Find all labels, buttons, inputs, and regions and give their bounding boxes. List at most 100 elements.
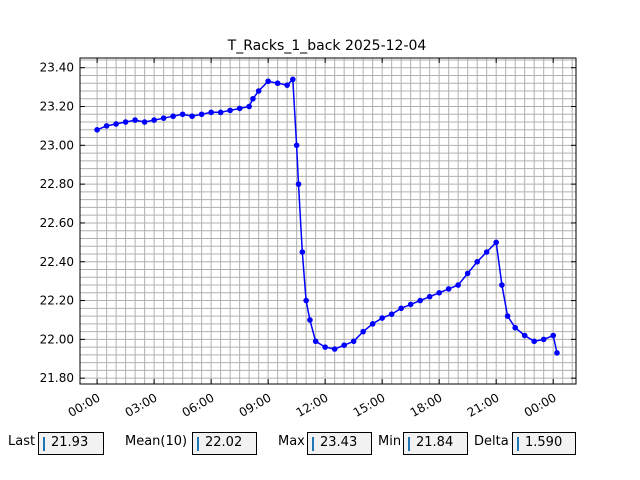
data-point: [284, 82, 290, 88]
data-point: [141, 119, 148, 125]
last-label: Last: [8, 434, 36, 449]
last-value: 21.93: [51, 435, 89, 450]
data-point: [464, 270, 471, 277]
text-cursor: [312, 437, 314, 451]
last-value-field[interactable]: 21.93: [38, 432, 104, 455]
x-tick-label: 12:00: [294, 390, 331, 419]
max-value-field[interactable]: 23.43: [307, 432, 372, 455]
text-cursor: [43, 437, 45, 451]
data-point: [189, 113, 195, 120]
x-tick-label: 18:00: [408, 390, 445, 419]
data-point: [540, 336, 547, 343]
delta-value: 1.590: [525, 435, 563, 450]
data-point: [103, 123, 110, 129]
data-point: [295, 181, 302, 187]
x-tick-label: 03:00: [123, 390, 160, 419]
data-point: [350, 338, 357, 345]
data-point: [341, 342, 347, 348]
y-tick-label: 23.40: [40, 61, 74, 75]
data-point: [369, 321, 376, 327]
y-tick-label: 22.00: [40, 332, 74, 346]
data-point: [483, 249, 490, 255]
min-label: Min: [378, 434, 402, 449]
min-value: 21.84: [416, 435, 454, 450]
data-point: [550, 332, 556, 339]
data-point: [122, 119, 129, 125]
data-point: [521, 332, 528, 339]
x-tick-label: 21:00: [465, 390, 502, 419]
data-point: [531, 338, 537, 345]
data-point: [151, 117, 157, 123]
data-point: [94, 126, 100, 133]
y-tick-label: 21.80: [40, 371, 74, 385]
data-point: [132, 117, 138, 123]
x-tick-label: 09:00: [237, 390, 274, 419]
max-label: Max: [278, 434, 305, 449]
x-tick-label: 06:00: [180, 390, 217, 419]
max-value: 23.43: [320, 435, 358, 450]
mean-label: Mean(10): [125, 434, 188, 449]
y-tick-label: 22.80: [40, 177, 74, 191]
data-point: [388, 311, 395, 317]
data-point: [360, 328, 366, 335]
series-path: [96, 77, 558, 354]
chart: T_Racks_1_back 2025-12-04 21.80 22.00 22.2…: [40, 38, 577, 420]
data-point: [307, 317, 313, 323]
data-point: [436, 289, 442, 296]
y-tick-label: 23.00: [40, 138, 74, 152]
data-point: [250, 95, 256, 102]
data-point: [217, 109, 224, 116]
data-point: [445, 286, 452, 292]
y-tick-label: 22.20: [40, 294, 74, 308]
data-point: [504, 313, 511, 319]
text-cursor: [197, 437, 199, 451]
x-tick-label: 00:00: [522, 390, 559, 419]
data-point: [293, 142, 300, 149]
data-point: [290, 76, 296, 83]
data-point: [236, 105, 243, 112]
data-point: [312, 338, 319, 345]
plot-frame: [79, 57, 577, 385]
data-point: [265, 78, 271, 85]
y-tick-label: 22.40: [40, 255, 74, 269]
delta-value-field[interactable]: 1.590: [512, 432, 576, 455]
mean-value: 22.02: [205, 435, 243, 450]
data-point: [198, 111, 205, 118]
data-point: [493, 239, 499, 246]
y-tick-label: 22.60: [40, 216, 74, 230]
data-point: [299, 249, 306, 255]
data-point: [160, 115, 167, 121]
y-tick-label: 23.20: [40, 100, 74, 114]
data-point: [379, 315, 385, 321]
data-point: [499, 282, 505, 288]
grid: [80, 58, 576, 384]
chart-title: T_Racks_1_back 2025-12-04: [227, 38, 427, 54]
min-value-field[interactable]: 21.84: [403, 432, 468, 455]
data-point: [455, 282, 461, 288]
data-point: [407, 301, 414, 308]
data-point: [554, 350, 560, 356]
delta-label: Delta: [474, 434, 509, 449]
data-point: [322, 344, 328, 350]
text-cursor: [408, 437, 410, 451]
y-axis: 21.80 22.00 22.20 22.40 22.60 22.80 23.00 23.20…: [40, 61, 576, 385]
data-point: [398, 305, 404, 312]
data-point: [331, 346, 338, 352]
data-point: [246, 103, 252, 110]
data-point: [426, 293, 433, 300]
mean-value-field[interactable]: 22.02: [192, 432, 257, 455]
data-point: [179, 111, 186, 118]
data-point: [113, 121, 119, 127]
data-point: [303, 297, 309, 304]
x-tick-label: 00:00: [66, 390, 103, 419]
data-point: [474, 258, 480, 265]
data-point: [417, 297, 423, 304]
data-point: [274, 80, 281, 87]
text-cursor: [517, 437, 519, 451]
data-point: [255, 88, 262, 94]
data-point: [208, 109, 214, 116]
series-line: [94, 76, 560, 356]
data-point: [512, 324, 518, 331]
data-point: [227, 107, 233, 114]
data-point: [170, 113, 176, 120]
